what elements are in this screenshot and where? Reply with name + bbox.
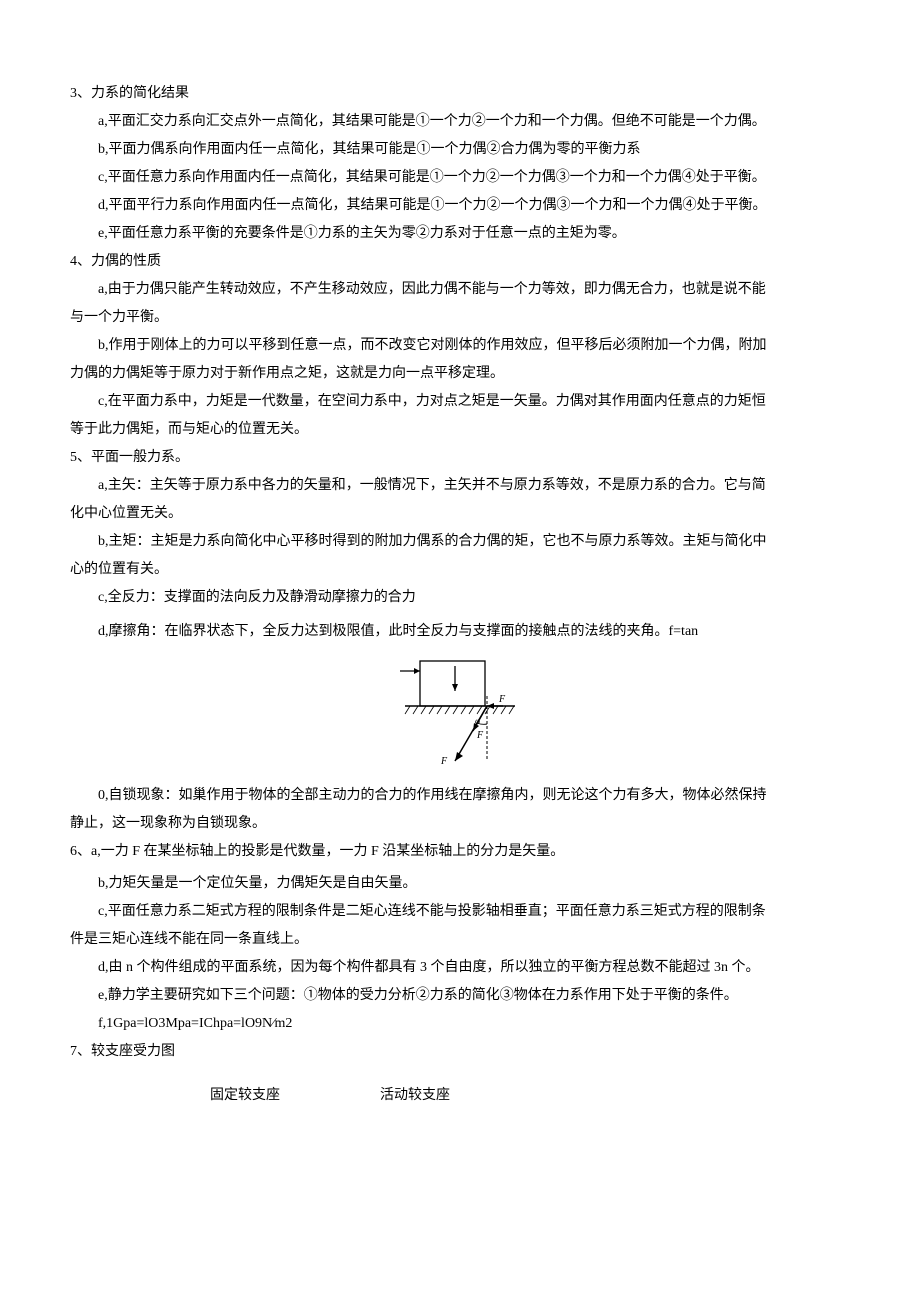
s3-item-b: b,平面力偶系向作用面内任一点简化，其结果可能是①一个力偶②合力偶为零的平衡力系 xyxy=(70,136,850,164)
s6-item-c-line1: c,平面任意力系二矩式方程的限制条件是二矩心连线不能与投影轴相垂直；平面任意力系… xyxy=(70,898,850,926)
s6-item-f: f,1Gpa=lO3Mpa=IChpa=lO9N⁄m2 xyxy=(70,1010,850,1038)
section-7-heading: 7、较支座受力图 xyxy=(70,1038,850,1066)
s3-item-a: a,平面汇交力系向汇交点外一点简化，其结果可能是①一个力②一个力和一个力偶。但绝… xyxy=(70,108,850,136)
friction-diagram-svg: F F F φ xyxy=(395,656,525,776)
support-labels-row: 固定较支座 活动较支座 xyxy=(70,1082,850,1110)
s4-item-b-line2: 力偶的力偶矩等于原力对于新作用点之矩，这就是力向一点平移定理。 xyxy=(70,360,850,388)
s5-item-0-line1: 0,自锁现象：如巢作用于物体的全部主动力的合力的作用线在摩擦角内，则无论这个力有… xyxy=(70,782,850,810)
s5-item-b-line1: b,主矩：主矩是力系向简化中心平移时得到的附加力偶系的合力偶的矩，它也不与原力系… xyxy=(70,528,850,556)
s4-item-c-line1: c,在平面力系中，力矩是一代数量，在空间力系中，力对点之矩是一矢量。力偶对其作用… xyxy=(70,388,850,416)
section-6-heading: 6、a,一力 F 在某坐标轴上的投影是代数量，一力 F 沿某坐标轴上的分力是矢量… xyxy=(70,838,850,866)
fixed-support-label: 固定较支座 xyxy=(210,1082,280,1110)
label-FN: F xyxy=(440,756,448,767)
s4-item-a-line2: 与一个力平衡。 xyxy=(70,304,850,332)
s5-item-d: d,摩擦角：在临界状态下，全反力达到极限值，此时全反力与支撑面的接触点的法线的夹… xyxy=(70,618,850,646)
label-F: F xyxy=(498,694,506,705)
s6-item-d: d,由 n 个构件组成的平面系统，因为每个构件都具有 3 个自由度，所以独立的平… xyxy=(70,954,850,982)
s6-item-e: e,静力学主要研究如下三个问题：①物体的受力分析②力系的简化③物体在力系作用下处… xyxy=(70,982,850,1010)
s3-item-c: c,平面任意力系向作用面内任一点简化，其结果可能是①一个力②一个力偶③一个力和一… xyxy=(70,164,850,192)
friction-diagram: F F F φ xyxy=(70,656,850,776)
label-F2: F xyxy=(476,730,484,741)
s3-item-e: e,平面任意力系平衡的充要条件是①力系的主矢为零②力系对于任意一点的主矩为零。 xyxy=(70,220,850,248)
s5-item-a-line1: a,主矢：主矢等于原力系中各力的矢量和，一般情况下，主矢并不与原力系等效，不是原… xyxy=(70,472,850,500)
s4-item-c-line2: 等于此力偶矩，而与矩心的位置无关。 xyxy=(70,416,850,444)
s4-item-b-line1: b,作用于刚体上的力可以平移到任意一点，而不改变它对刚体的作用效应，但平移后必须… xyxy=(70,332,850,360)
s3-item-d: d,平面平行力系向作用面内任一点简化，其结果可能是①一个力②一个力偶③一个力和一… xyxy=(70,192,850,220)
s4-item-a-line1: a,由于力偶只能产生转动效应，不产生移动效应，因此力偶不能与一个力等效，即力偶无… xyxy=(70,276,850,304)
section-4-heading: 4、力偶的性质 xyxy=(70,248,850,276)
s6-item-b: b,力矩矢量是一个定位矢量，力偶矩矢是自由矢量。 xyxy=(70,870,850,898)
section-3-heading: 3、力系的简化结果 xyxy=(70,80,850,108)
s6-item-c-line2: 件是三矩心连线不能在同一条直线上。 xyxy=(70,926,850,954)
label-phi: φ xyxy=(475,716,480,726)
section-5-heading: 5、平面一般力系。 xyxy=(70,444,850,472)
s5-item-a-line2: 化中心位置无关。 xyxy=(70,500,850,528)
s5-item-b-line2: 心的位置有关。 xyxy=(70,556,850,584)
s5-item-0-line2: 静止，这一现象称为自锁现象。 xyxy=(70,810,850,838)
s5-item-c: c,全反力：支撑面的法向反力及静滑动摩擦力的合力 xyxy=(70,584,850,612)
movable-support-label: 活动较支座 xyxy=(380,1082,450,1110)
